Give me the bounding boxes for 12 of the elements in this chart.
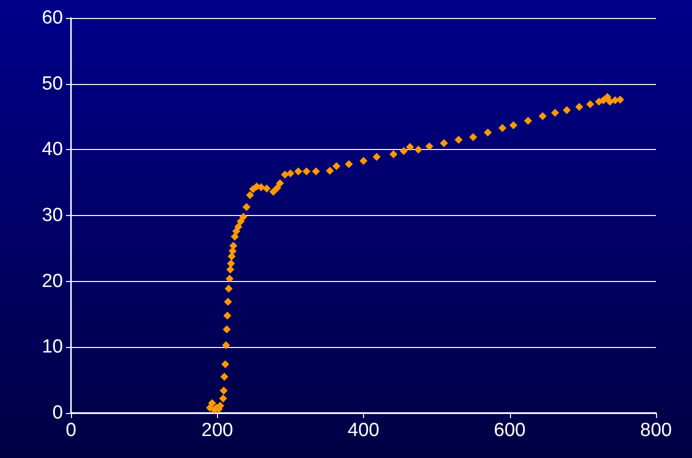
y-tick-label: 10: [42, 336, 63, 358]
y-tick-label: 0: [52, 402, 63, 424]
y-tick-label: 20: [42, 270, 63, 292]
y-tick-label: 30: [42, 205, 63, 226]
x-tick-label: 600: [494, 420, 526, 441]
x-tick-label: 200: [201, 420, 234, 441]
x-tick-label: 400: [348, 420, 380, 441]
x-tick-label: 800: [640, 420, 672, 441]
y-tick-label: 40: [42, 139, 63, 160]
y-tick-label: 50: [42, 73, 63, 94]
y-tick-label: 60: [42, 8, 63, 28]
x-tick-label: 0: [66, 420, 76, 441]
